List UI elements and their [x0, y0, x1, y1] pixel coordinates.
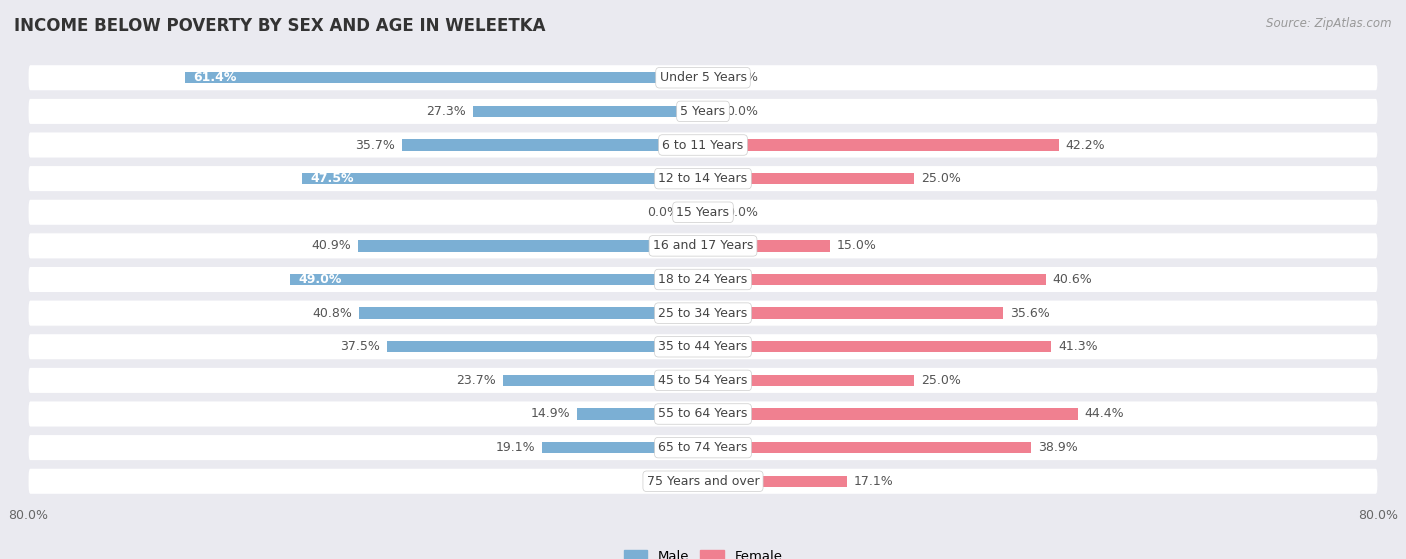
Bar — [703, 106, 720, 117]
Text: 40.8%: 40.8% — [312, 307, 352, 320]
Text: 23.7%: 23.7% — [457, 374, 496, 387]
Bar — [541, 442, 703, 453]
Text: 37.5%: 37.5% — [340, 340, 380, 353]
FancyBboxPatch shape — [28, 98, 1378, 125]
Text: 38.9%: 38.9% — [1038, 441, 1077, 454]
Text: 0.0%: 0.0% — [647, 475, 679, 488]
Text: 61.4%: 61.4% — [194, 71, 236, 84]
Text: 18 to 24 Years: 18 to 24 Years — [658, 273, 748, 286]
Text: 0.0%: 0.0% — [727, 206, 759, 219]
Bar — [703, 442, 1031, 453]
Bar — [703, 72, 720, 83]
Text: 49.0%: 49.0% — [298, 273, 342, 286]
Bar — [686, 476, 703, 487]
Text: INCOME BELOW POVERTY BY SEX AND AGE IN WELEETKA: INCOME BELOW POVERTY BY SEX AND AGE IN W… — [14, 17, 546, 35]
Bar — [703, 408, 1077, 420]
Bar — [290, 274, 703, 285]
FancyBboxPatch shape — [28, 165, 1378, 192]
FancyBboxPatch shape — [28, 401, 1378, 427]
FancyBboxPatch shape — [28, 267, 1378, 292]
Text: 47.5%: 47.5% — [311, 172, 354, 185]
Text: 19.1%: 19.1% — [495, 441, 536, 454]
Text: 41.3%: 41.3% — [1059, 340, 1098, 353]
Text: 14.9%: 14.9% — [531, 408, 571, 420]
FancyBboxPatch shape — [28, 65, 1378, 91]
Text: 25.0%: 25.0% — [921, 374, 960, 387]
FancyBboxPatch shape — [28, 367, 1378, 394]
Bar — [703, 139, 1059, 151]
FancyBboxPatch shape — [28, 434, 1378, 461]
FancyBboxPatch shape — [28, 132, 1378, 158]
Bar — [703, 375, 914, 386]
Text: 35.6%: 35.6% — [1010, 307, 1050, 320]
Text: 45 to 54 Years: 45 to 54 Years — [658, 374, 748, 387]
Text: 40.9%: 40.9% — [312, 239, 352, 252]
Bar — [387, 341, 703, 352]
Text: 0.0%: 0.0% — [727, 71, 759, 84]
Text: 27.3%: 27.3% — [426, 105, 465, 118]
Bar — [703, 173, 914, 184]
Text: 17.1%: 17.1% — [853, 475, 894, 488]
Bar — [703, 341, 1052, 352]
Text: 6 to 11 Years: 6 to 11 Years — [662, 139, 744, 151]
Text: 55 to 64 Years: 55 to 64 Years — [658, 408, 748, 420]
Bar — [703, 240, 830, 252]
FancyBboxPatch shape — [28, 468, 1378, 494]
Bar — [578, 408, 703, 420]
Text: 15.0%: 15.0% — [837, 239, 876, 252]
Text: 42.2%: 42.2% — [1066, 139, 1105, 151]
FancyBboxPatch shape — [28, 233, 1378, 259]
Text: 44.4%: 44.4% — [1084, 408, 1123, 420]
Bar — [703, 476, 848, 487]
FancyBboxPatch shape — [28, 300, 1378, 326]
Bar — [359, 240, 703, 252]
Text: 12 to 14 Years: 12 to 14 Years — [658, 172, 748, 185]
Bar — [302, 173, 703, 184]
Text: 35 to 44 Years: 35 to 44 Years — [658, 340, 748, 353]
Text: 0.0%: 0.0% — [727, 105, 759, 118]
Text: 25.0%: 25.0% — [921, 172, 960, 185]
Text: 35.7%: 35.7% — [356, 139, 395, 151]
Bar — [686, 207, 703, 218]
FancyBboxPatch shape — [28, 199, 1378, 225]
Bar — [703, 274, 1046, 285]
Text: 0.0%: 0.0% — [647, 206, 679, 219]
Text: 5 Years: 5 Years — [681, 105, 725, 118]
Text: 65 to 74 Years: 65 to 74 Years — [658, 441, 748, 454]
Bar — [186, 72, 703, 83]
FancyBboxPatch shape — [28, 334, 1378, 360]
Text: 75 Years and over: 75 Years and over — [647, 475, 759, 488]
Bar — [472, 106, 703, 117]
Text: 15 Years: 15 Years — [676, 206, 730, 219]
Bar — [703, 207, 720, 218]
Bar — [402, 139, 703, 151]
Text: 25 to 34 Years: 25 to 34 Years — [658, 307, 748, 320]
Bar — [359, 307, 703, 319]
Text: 16 and 17 Years: 16 and 17 Years — [652, 239, 754, 252]
Text: Source: ZipAtlas.com: Source: ZipAtlas.com — [1267, 17, 1392, 30]
Text: Under 5 Years: Under 5 Years — [659, 71, 747, 84]
Bar — [703, 307, 1004, 319]
Legend: Male, Female: Male, Female — [619, 544, 787, 559]
Text: 40.6%: 40.6% — [1052, 273, 1092, 286]
Bar — [503, 375, 703, 386]
